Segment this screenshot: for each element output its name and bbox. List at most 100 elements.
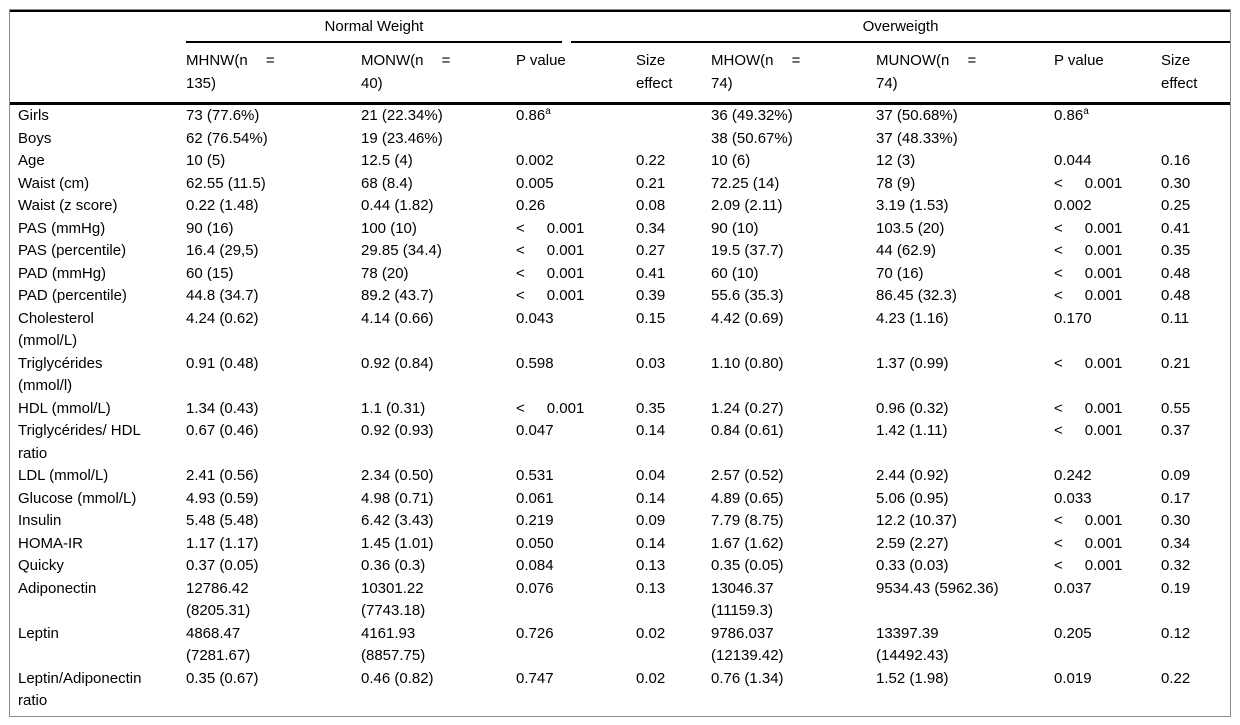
column-header: Size effect (636, 43, 711, 105)
table-cell (1161, 104, 1230, 128)
table-cell: 0.219 (516, 512, 554, 529)
row-label: Quicky (18, 557, 64, 574)
table-cell: 9534.43 (5962.36) (876, 579, 999, 597)
table-cell: 70 (16) (876, 264, 924, 282)
table-cell: 0.86a (516, 106, 551, 125)
table-cell: 72.25 (14) (711, 174, 780, 192)
column-header-row: MHNW(n = 135) MONW(n = 40) P value Size eff… (10, 43, 1230, 105)
top-rule (10, 10, 1230, 12)
table-cell: 5.06 (0.95) (876, 489, 949, 507)
table-cell: 13397.39 (14492.43) (876, 624, 949, 665)
table-cell: 3.19 (1.53) (876, 197, 949, 214)
table-cell: 29.85 (34.4) (361, 242, 442, 259)
table-cell: 0.44 (1.82) (361, 197, 434, 214)
row-label: Glucose (mmol/L) (18, 489, 137, 507)
table-cell: 12.2 (10.37) (876, 512, 957, 529)
table-cell: 0.002 (516, 152, 554, 169)
table-cell: <0.001 (1054, 534, 1123, 552)
row-label: PAS (percentile) (18, 242, 127, 259)
column-header: MHOW(n = 74) (711, 43, 876, 105)
table-row: Triglycérides/ HDL ratio 0.67 (0.46) 0.92 … (10, 420, 1230, 465)
table-cell: 0.76 (1.34) (711, 667, 876, 716)
table-cell: <0.001 (1054, 242, 1123, 259)
table-cell: 12786.42 (8205.31) (186, 579, 251, 620)
table-cell: 2.44 (0.92) (876, 467, 949, 484)
table-cell: 10 (6) (711, 152, 751, 169)
table-row: PAS (mmHg) 90 (16) 100 (10) <0.001 0.34 90 (1… (10, 218, 1230, 241)
table-cell: 1.17 (1.17) (186, 534, 259, 552)
table-cell: 0.531 (516, 467, 554, 484)
table-cell: <0.001 (516, 399, 585, 417)
table-cell: 0.21 (1161, 354, 1191, 372)
table-cell: <0.001 (516, 242, 585, 259)
table-cell: 0.41 (636, 264, 666, 282)
table-cell: 0.084 (516, 557, 554, 574)
table-cell: 0.002 (1054, 197, 1092, 214)
table-cell: 16.4 (29,5) (186, 242, 259, 259)
table-cell: 0.27 (636, 242, 666, 259)
table-cell: 1.45 (1.01) (361, 534, 434, 552)
table-cell: 0.08 (636, 197, 666, 214)
table-frame: Normal Weight Overweigth MHNW(n = 135) MO… (9, 9, 1231, 717)
table-row: PAD (mmHg) 60 (15) 78 (20) <0.001 0.41 60 (10… (10, 263, 1230, 286)
table-cell: 12 (3) (876, 152, 916, 169)
table-cell: 0.37 (1161, 422, 1191, 439)
table-cell: 0.04 (636, 467, 666, 484)
table-cell: 0.96 (0.32) (876, 399, 949, 417)
table-cell: 0.32 (1161, 557, 1191, 574)
table-cell: 4.14 (0.66) (361, 309, 434, 327)
table-cell: 0.14 (636, 489, 666, 507)
table-cell: 38 (50.67%) (711, 129, 793, 147)
table-row: Leptin/Adiponectin ratio 0.35 (0.67) 0.46 … (10, 667, 1230, 716)
table-cell: 0.22 (1.48) (186, 197, 259, 214)
table-cell: 9786.037 (12139.42) (711, 624, 784, 665)
table-cell: 1.1 (0.31) (361, 399, 426, 417)
table-cell: 62 (76.54%) (186, 129, 268, 147)
table-cell: 0.46 (0.82) (361, 667, 516, 716)
row-label: Waist (z score) (18, 197, 118, 214)
table-cell: 0.14 (636, 534, 666, 552)
table-cell: 0.55 (1161, 399, 1191, 417)
table-cell: 1.10 (0.80) (711, 354, 784, 372)
row-label: HOMA-IR (18, 534, 83, 552)
table-row: HOMA-IR 1.17 (1.17) 1.45 (1.01) 0.050 0.14 1.… (10, 533, 1230, 556)
table-cell: 0.15 (636, 309, 666, 327)
table-cell: 1.34 (0.43) (186, 399, 259, 417)
table-cell: 0.11 (1161, 309, 1190, 327)
table-cell: 0.22 (1161, 667, 1230, 716)
table-cell (1161, 128, 1230, 151)
table-cell: 0.48 (1161, 264, 1191, 282)
table-cell: 100 (10) (361, 219, 417, 237)
table-cell: 4.98 (0.71) (361, 489, 434, 507)
table-cell: 10 (5) (186, 152, 226, 169)
table-row: PAD (percentile) 44.8 (34.7) 89.2 (43.7) <0… (10, 285, 1230, 308)
table-cell (516, 128, 636, 151)
table-cell: 0.67 (0.46) (186, 422, 259, 439)
table-cell: 90 (16) (186, 219, 234, 237)
table-cell: 0.41 (1161, 219, 1191, 237)
table-cell: 0.36 (0.3) (361, 557, 426, 574)
table-row: Waist (z score) 0.22 (1.48) 0.44 (1.82) 0.2… (10, 195, 1230, 218)
row-label: Insulin (18, 512, 62, 529)
table-cell: 2.59 (2.27) (876, 534, 949, 552)
table-cell: 0.033 (1054, 489, 1092, 507)
table-cell: 0.84 (0.61) (711, 422, 784, 439)
table-row: LDL (mmol/L) 2.41 (0.56) 2.34 (0.50) 0.531 0… (10, 465, 1230, 488)
table-cell: 0.92 (0.93) (361, 422, 434, 439)
table-cell: 13046.37 (11159.3) (711, 579, 774, 620)
table-cell: 5.48 (5.48) (186, 512, 259, 529)
column-header: MONW(n = 40) (361, 43, 516, 105)
row-label: Age (18, 152, 45, 169)
table-cell: 1.52 (1.98) (876, 667, 1054, 716)
row-label: HDL (mmol/L) (18, 399, 111, 417)
row-label: PAS (mmHg) (18, 219, 106, 237)
table-cell: <0.001 (516, 264, 585, 282)
table-cell: 0.35 (636, 399, 666, 417)
table-cell: <0.001 (1054, 422, 1123, 439)
table-cell: 2.34 (0.50) (361, 467, 434, 484)
table-cell: 55.6 (35.3) (711, 287, 784, 304)
table-row: Waist (cm) 62.55 (11.5) 68 (8.4) 0.005 0.21 7… (10, 173, 1230, 196)
table-cell: 0.170 (1054, 309, 1092, 327)
table-cell: 103.5 (20) (876, 219, 945, 237)
table-row: Quicky 0.37 (0.05) 0.36 (0.3) 0.084 0.13 0.35… (10, 555, 1230, 578)
